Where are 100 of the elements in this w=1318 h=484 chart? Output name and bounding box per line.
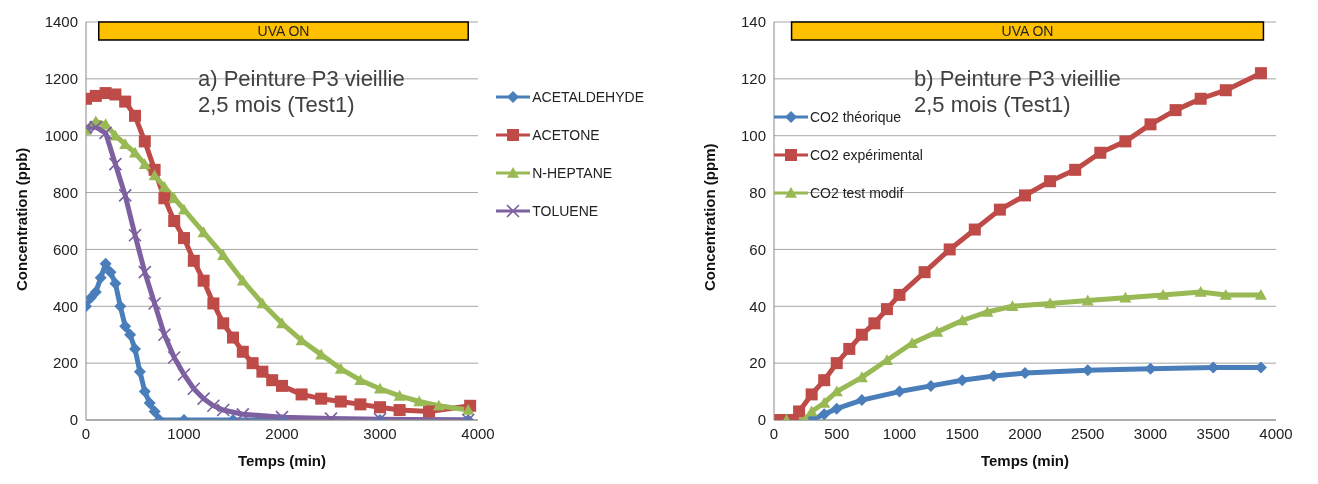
x-tick-label: 0 (769, 424, 779, 442)
point (147, 296, 162, 311)
point (918, 266, 931, 279)
point (1019, 189, 1031, 202)
text: b) Peinture P3 vieillie 2,5 mois (Test1) (914, 66, 1121, 118)
point (1254, 67, 1267, 80)
point (98, 126, 113, 140)
y-axis-title: Concentration (ppb) (13, 147, 31, 291)
point (334, 395, 347, 408)
point (227, 331, 239, 344)
point (354, 398, 367, 411)
point (108, 157, 123, 171)
point (276, 379, 288, 392)
point (256, 365, 269, 378)
point (993, 203, 1006, 216)
point (138, 135, 151, 148)
point (374, 382, 386, 394)
point (158, 192, 171, 205)
point (89, 120, 103, 134)
point (855, 328, 868, 341)
point (266, 374, 279, 387)
y-tick-label: 0 (757, 411, 766, 429)
point (143, 396, 156, 409)
point (793, 405, 806, 418)
point (168, 215, 181, 227)
y-tick-label: 800 (52, 183, 78, 201)
point (129, 146, 141, 158)
x-tick-label: 1000 (167, 424, 201, 442)
point (197, 274, 210, 287)
point (178, 232, 190, 245)
point (981, 305, 994, 317)
point (119, 320, 132, 333)
x-tick-label: 2000 (1008, 424, 1042, 442)
x-tick-label: 2500 (1071, 424, 1105, 442)
point (315, 392, 328, 405)
point (1219, 84, 1232, 97)
point (818, 374, 831, 387)
point (1069, 163, 1082, 176)
point (968, 223, 981, 236)
y-tick-label: 20 (749, 354, 766, 372)
y-tick-label: 120 (740, 70, 766, 88)
y-tick-label: 60 (749, 240, 766, 258)
point (1044, 175, 1057, 188)
point (1119, 135, 1132, 148)
point (943, 243, 956, 256)
point (295, 388, 308, 401)
point (818, 408, 831, 420)
x-tick-label: 3000 (1133, 424, 1168, 442)
point (157, 327, 172, 342)
point (956, 314, 969, 326)
y-tick-label: 400 (52, 297, 78, 315)
point (893, 288, 906, 301)
point (1144, 118, 1157, 131)
point (236, 274, 249, 286)
legend-label: CO2 théorique (810, 109, 902, 125)
y-tick-label: 1200 (44, 70, 78, 88)
point (1094, 146, 1107, 159)
point (138, 385, 151, 398)
point (216, 403, 230, 417)
point (138, 265, 152, 279)
x-tick-label: 500 (824, 424, 850, 442)
point (104, 266, 117, 279)
point (1219, 288, 1232, 300)
x-tick-label: 4000 (1259, 424, 1293, 442)
point (207, 297, 220, 310)
band-label: UVA ON (1001, 22, 1054, 39)
x-tick-label: 1500 (945, 424, 979, 442)
x-axis-title: Temps (min) (237, 452, 327, 469)
point (393, 404, 406, 417)
y-tick-label: 600 (52, 240, 78, 258)
x-tick-label: 3500 (1196, 424, 1230, 442)
point (177, 367, 191, 382)
point (196, 391, 211, 406)
point (1157, 288, 1170, 300)
legend-label: ACETONE (532, 127, 600, 143)
point (805, 388, 818, 401)
point (124, 328, 137, 341)
point (129, 342, 141, 355)
point (1119, 291, 1132, 303)
y-axis-title: Concentration (ppm) (701, 143, 719, 291)
point (217, 317, 230, 330)
point (236, 407, 250, 420)
point (187, 381, 201, 396)
point (246, 357, 259, 370)
point (423, 405, 435, 418)
point (118, 188, 132, 203)
y-tick-label: 1400 (44, 13, 78, 31)
point (217, 249, 230, 260)
point (89, 286, 102, 299)
x-axis-title: Temps (min) (980, 452, 1070, 469)
legend-label: CO2 test modif (810, 185, 904, 201)
x-tick-label: 2000 (265, 424, 299, 442)
point (868, 317, 881, 330)
point (86, 291, 97, 304)
point (1081, 294, 1094, 306)
point (880, 303, 893, 316)
x-tick-label: 1000 (882, 424, 917, 442)
x-tick-label: 0 (81, 424, 91, 442)
point (109, 88, 122, 101)
point (374, 401, 386, 414)
